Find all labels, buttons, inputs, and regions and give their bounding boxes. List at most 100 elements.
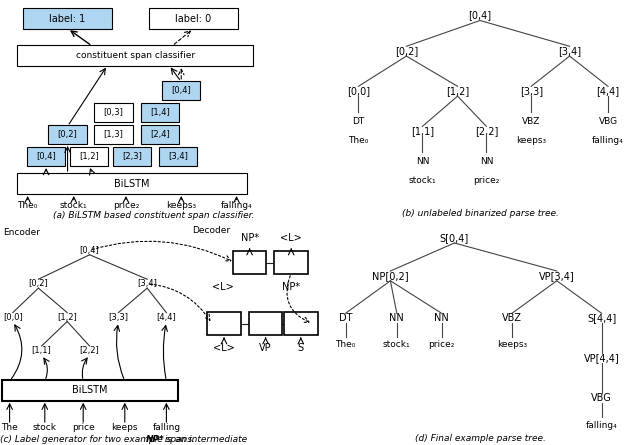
Text: [3,4]: [3,4] <box>137 279 157 288</box>
Text: stock₁: stock₁ <box>408 176 436 185</box>
Text: (d) Final example parse tree.: (d) Final example parse tree. <box>415 434 545 443</box>
Text: NP*: NP* <box>146 435 164 444</box>
Text: price₂: price₂ <box>113 201 139 210</box>
Text: price₂: price₂ <box>428 340 455 349</box>
FancyBboxPatch shape <box>275 251 308 274</box>
Text: constituent span classifier: constituent span classifier <box>76 51 195 60</box>
Text: NP*: NP* <box>282 282 300 292</box>
Text: DT: DT <box>339 313 353 323</box>
FancyBboxPatch shape <box>17 45 253 66</box>
Text: [1,1]: [1,1] <box>411 126 434 136</box>
Text: S[4,4]: S[4,4] <box>587 313 616 323</box>
Text: Encoder: Encoder <box>3 228 40 237</box>
Text: <L>: <L> <box>212 282 233 292</box>
Text: VP[4,4]: VP[4,4] <box>584 353 620 363</box>
Text: [3,4]: [3,4] <box>558 46 581 56</box>
Text: [4,4]: [4,4] <box>596 86 620 96</box>
Text: (c) Label generator for two example spans.: (c) Label generator for two example span… <box>0 435 201 444</box>
Text: [0,4]: [0,4] <box>80 246 99 255</box>
Text: stock: stock <box>33 423 57 432</box>
FancyBboxPatch shape <box>2 380 178 400</box>
Text: [0,3]: [0,3] <box>104 108 124 117</box>
Text: [1,3]: [1,3] <box>104 130 124 139</box>
Text: falling: falling <box>152 423 180 432</box>
Text: label: 1: label: 1 <box>49 14 86 24</box>
FancyBboxPatch shape <box>159 147 197 166</box>
Text: [2,3]: [2,3] <box>122 152 142 162</box>
FancyBboxPatch shape <box>113 147 151 166</box>
Text: [1,2]: [1,2] <box>79 152 99 162</box>
Text: (a) BiLSTM based constituent span classifier.: (a) BiLSTM based constituent span classi… <box>53 211 254 220</box>
Text: [0,4]: [0,4] <box>468 11 492 20</box>
Text: [1,4]: [1,4] <box>150 108 170 117</box>
FancyBboxPatch shape <box>141 103 179 122</box>
Text: The: The <box>1 423 18 432</box>
Text: Decoder: Decoder <box>192 226 230 235</box>
FancyBboxPatch shape <box>249 312 282 336</box>
Text: The₀: The₀ <box>348 136 369 145</box>
Text: VBG: VBG <box>598 117 618 126</box>
Text: label: 0: label: 0 <box>175 14 212 24</box>
Text: [1,2]: [1,2] <box>446 86 469 96</box>
FancyBboxPatch shape <box>284 312 317 336</box>
Text: stock₁: stock₁ <box>383 340 411 349</box>
Text: [0,2]: [0,2] <box>395 46 418 56</box>
Text: NN: NN <box>415 157 429 166</box>
FancyBboxPatch shape <box>23 8 112 29</box>
Text: [0,2]: [0,2] <box>29 279 48 288</box>
Text: [2,2]: [2,2] <box>80 346 99 355</box>
Text: VBZ: VBZ <box>522 117 540 126</box>
Text: S[0,4]: S[0,4] <box>440 233 469 243</box>
Text: [0,4]: [0,4] <box>36 152 56 162</box>
Text: DT: DT <box>352 117 365 126</box>
Text: [0,2]: [0,2] <box>58 130 77 139</box>
FancyBboxPatch shape <box>17 173 247 194</box>
FancyBboxPatch shape <box>27 147 65 166</box>
Text: NN: NN <box>389 313 404 323</box>
FancyBboxPatch shape <box>70 147 108 166</box>
Text: falling₄: falling₄ <box>221 201 252 210</box>
Text: falling₄: falling₄ <box>586 421 618 429</box>
Text: <L>: <L> <box>213 343 235 353</box>
Text: VP[3,4]: VP[3,4] <box>539 271 575 281</box>
Text: (b) unlabeled binarized parse tree.: (b) unlabeled binarized parse tree. <box>401 209 559 218</box>
Text: [2,2]: [2,2] <box>475 126 498 136</box>
Text: NP[0,2]: NP[0,2] <box>372 271 409 281</box>
Text: keeps₃: keeps₃ <box>497 340 527 349</box>
Text: falling₄: falling₄ <box>592 136 624 145</box>
Text: [1,2]: [1,2] <box>58 312 77 322</box>
FancyBboxPatch shape <box>141 125 179 144</box>
Text: The₀: The₀ <box>335 340 356 349</box>
Text: NP*: NP* <box>241 233 259 243</box>
Text: BiLSTM: BiLSTM <box>115 178 150 189</box>
Text: <L>: <L> <box>280 233 302 243</box>
FancyBboxPatch shape <box>162 81 200 100</box>
Text: S: S <box>298 343 304 353</box>
Text: [3,3]: [3,3] <box>520 86 543 96</box>
Text: price₂: price₂ <box>473 176 500 185</box>
FancyBboxPatch shape <box>95 103 133 122</box>
Text: [3,4]: [3,4] <box>168 152 188 162</box>
Text: [0,0]: [0,0] <box>3 312 22 322</box>
FancyBboxPatch shape <box>149 8 238 29</box>
Text: NN: NN <box>479 157 493 166</box>
FancyBboxPatch shape <box>207 312 241 336</box>
Text: [0,4]: [0,4] <box>172 85 191 95</box>
Text: [3,3]: [3,3] <box>108 312 129 322</box>
Text: [1,1]: [1,1] <box>32 346 51 355</box>
Text: VBZ: VBZ <box>502 313 522 323</box>
Text: NN: NN <box>434 313 449 323</box>
Text: [0,0]: [0,0] <box>347 86 370 96</box>
FancyBboxPatch shape <box>95 125 133 144</box>
FancyBboxPatch shape <box>49 125 87 144</box>
FancyBboxPatch shape <box>233 251 266 274</box>
Text: price: price <box>72 423 95 432</box>
Text: BiLSTM: BiLSTM <box>72 385 108 396</box>
Text: VBG: VBG <box>591 393 612 403</box>
Text: keeps: keeps <box>111 423 138 432</box>
Text: stock₁: stock₁ <box>60 201 88 210</box>
Text: is an intermediate: is an intermediate <box>161 435 247 444</box>
Text: [2,4]: [2,4] <box>150 130 170 139</box>
Text: The₀: The₀ <box>17 201 38 210</box>
Text: [4,4]: [4,4] <box>157 312 176 322</box>
